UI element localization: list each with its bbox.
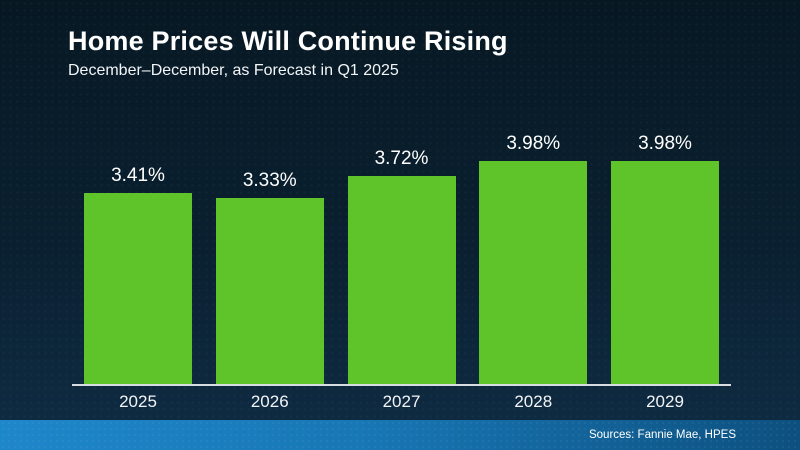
bar-rect-2025 [84, 193, 192, 385]
x-axis-line [72, 384, 731, 386]
x-tick-label-2027: 2027 [382, 392, 421, 411]
bar-value-label: 3.33% [242, 169, 297, 191]
x-tick-label-2026: 2026 [250, 392, 289, 411]
bar-rect-2028 [479, 161, 588, 385]
bar-group-2029: 3.98% [611, 130, 719, 385]
page-subtitle: December–December, as Forecast in Q1 202… [68, 62, 399, 79]
source-attribution: Sources: Fannie Mae, HPES [588, 429, 736, 441]
bar-value-label: 3.98% [638, 133, 692, 155]
x-tick-label-2028: 2028 [514, 392, 553, 411]
bar-value-label: 3.72% [374, 147, 429, 169]
x-tick-label-2029: 2029 [646, 392, 684, 411]
x-axis-labels: 2025 2026 2027 2028 2029 [84, 392, 719, 412]
bars-row: 3.41% 3.33% 3.72% 3.98% 3.98% [84, 130, 719, 385]
bar-rect-2026 [215, 197, 324, 385]
bar-value-label: 3.41% [111, 165, 165, 187]
bar-rect-2029 [611, 161, 719, 385]
footer-bar: Sources: Fannie Mae, HPES [0, 420, 800, 450]
plot-area: 3.41% 3.33% 3.72% 3.98% 3.98% [72, 130, 730, 385]
bar-group-2026: 3.33% [215, 130, 324, 385]
bar-group-2028: 3.98% [479, 130, 588, 385]
x-tick-label-2025: 2025 [119, 392, 157, 411]
bar-group-2027: 3.72% [347, 130, 456, 385]
bar-group-2025: 3.41% [84, 130, 192, 385]
bar-rect-2027 [347, 175, 456, 385]
bar-value-label: 3.98% [506, 133, 561, 155]
page-title: Home Prices Will Continue Rising [68, 26, 508, 56]
